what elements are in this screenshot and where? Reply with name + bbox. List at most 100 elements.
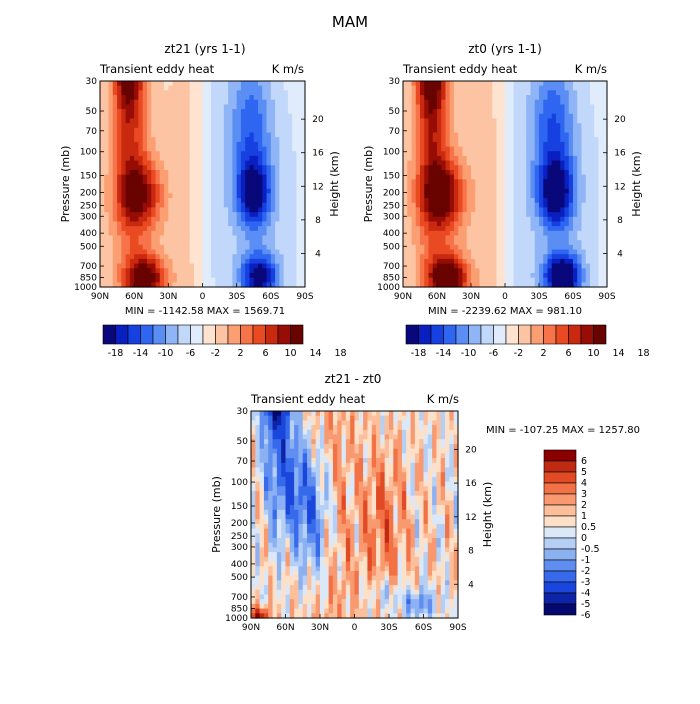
contour-cell (294, 594, 299, 599)
contour-cell (181, 179, 186, 184)
contour-cell (168, 137, 173, 142)
contour-cell (194, 203, 199, 208)
contour-cell (590, 264, 595, 269)
contour-cell (275, 142, 280, 147)
contour-cell (288, 142, 293, 147)
colorbar-swatch (141, 325, 154, 344)
contour-cell (488, 240, 493, 245)
contour-cell (268, 538, 273, 543)
contour-cell (471, 189, 476, 194)
contour-cell (292, 179, 297, 184)
contour-cell (480, 95, 485, 100)
contour-cell (294, 562, 299, 567)
contour-cell (198, 240, 203, 245)
contour-cell (535, 90, 540, 95)
contour-cell (539, 147, 544, 152)
contour-cell (181, 217, 186, 222)
contour-cell (130, 226, 135, 231)
contour-cell (420, 137, 425, 142)
contour-cell (522, 198, 527, 203)
contour-cell (262, 123, 267, 128)
contour-cell (290, 411, 295, 416)
contour-cell (290, 500, 295, 505)
contour-cell (126, 161, 131, 166)
contour-cell (164, 175, 169, 180)
contour-cell (560, 179, 565, 184)
contour-cell (185, 90, 190, 95)
contour-cell (594, 250, 599, 255)
contour-cell (268, 585, 273, 590)
contour-cell (260, 543, 265, 548)
contour-cell (260, 449, 265, 454)
contour-cell (181, 104, 186, 109)
contour-cell (454, 273, 459, 278)
contour-cell (185, 198, 190, 203)
contour-cell (260, 594, 265, 599)
contour-cell (577, 278, 582, 283)
contour-cell (262, 193, 267, 198)
contour-cell (518, 118, 523, 123)
contour-cell (480, 245, 485, 250)
contour-cell (497, 104, 502, 109)
contour-cell (429, 151, 434, 156)
contour-cell (543, 184, 548, 189)
contour-cell (535, 104, 540, 109)
contour-cell (484, 184, 489, 189)
contour-cell (403, 170, 408, 175)
contour-cell (258, 221, 263, 226)
contour-cell (492, 264, 497, 269)
contour-cell (531, 151, 536, 156)
contour-cell (429, 100, 434, 105)
contour-cell (267, 109, 272, 114)
contour-cell (173, 226, 178, 231)
contour-cell (164, 151, 169, 156)
contour-cell (220, 151, 225, 156)
contour-cell (509, 90, 514, 95)
contour-cell (586, 203, 591, 208)
contour-cell (273, 453, 278, 458)
contour-cell (194, 170, 199, 175)
contour-cell (484, 189, 489, 194)
contour-cell (412, 198, 417, 203)
contour-cell (569, 184, 574, 189)
contour-cell (194, 104, 199, 109)
contour-cell (151, 273, 156, 278)
contour-cell (501, 109, 506, 114)
contour-cell (251, 524, 256, 529)
colorbar-label: 2 (237, 348, 243, 359)
contour-cell (177, 161, 182, 166)
contour-cell (255, 524, 260, 529)
contour-cell (264, 472, 269, 477)
contour-cell (173, 142, 178, 147)
contour-cell (303, 444, 308, 449)
contour-cell (245, 236, 250, 241)
contour-cell (471, 226, 476, 231)
contour-cell (429, 104, 434, 109)
colorbar-swatch (581, 325, 594, 344)
contour-cell (556, 81, 561, 86)
contour-cell (492, 137, 497, 142)
contour-cell (267, 118, 272, 123)
contour-cell (109, 179, 114, 184)
contour-cell (255, 519, 260, 524)
contour-cell (260, 576, 265, 581)
contour-cell (458, 133, 463, 138)
contour-cell (203, 81, 208, 86)
contour-cell (156, 254, 161, 259)
contour-cell (565, 278, 570, 283)
contour-cell (514, 226, 519, 231)
contour-cell (177, 231, 182, 236)
contour-cell (539, 170, 544, 175)
contour-cell (433, 128, 438, 133)
contour-cell (407, 245, 412, 250)
contour-cell (407, 179, 412, 184)
contour-cell (480, 273, 485, 278)
contour-cell (441, 221, 446, 226)
contour-cell (437, 142, 442, 147)
contour-cell (577, 147, 582, 152)
contour-cell (104, 264, 109, 269)
contour-cell (480, 240, 485, 245)
contour-cell (454, 184, 459, 189)
contour-cell (164, 86, 169, 91)
contour-cell (290, 505, 295, 510)
